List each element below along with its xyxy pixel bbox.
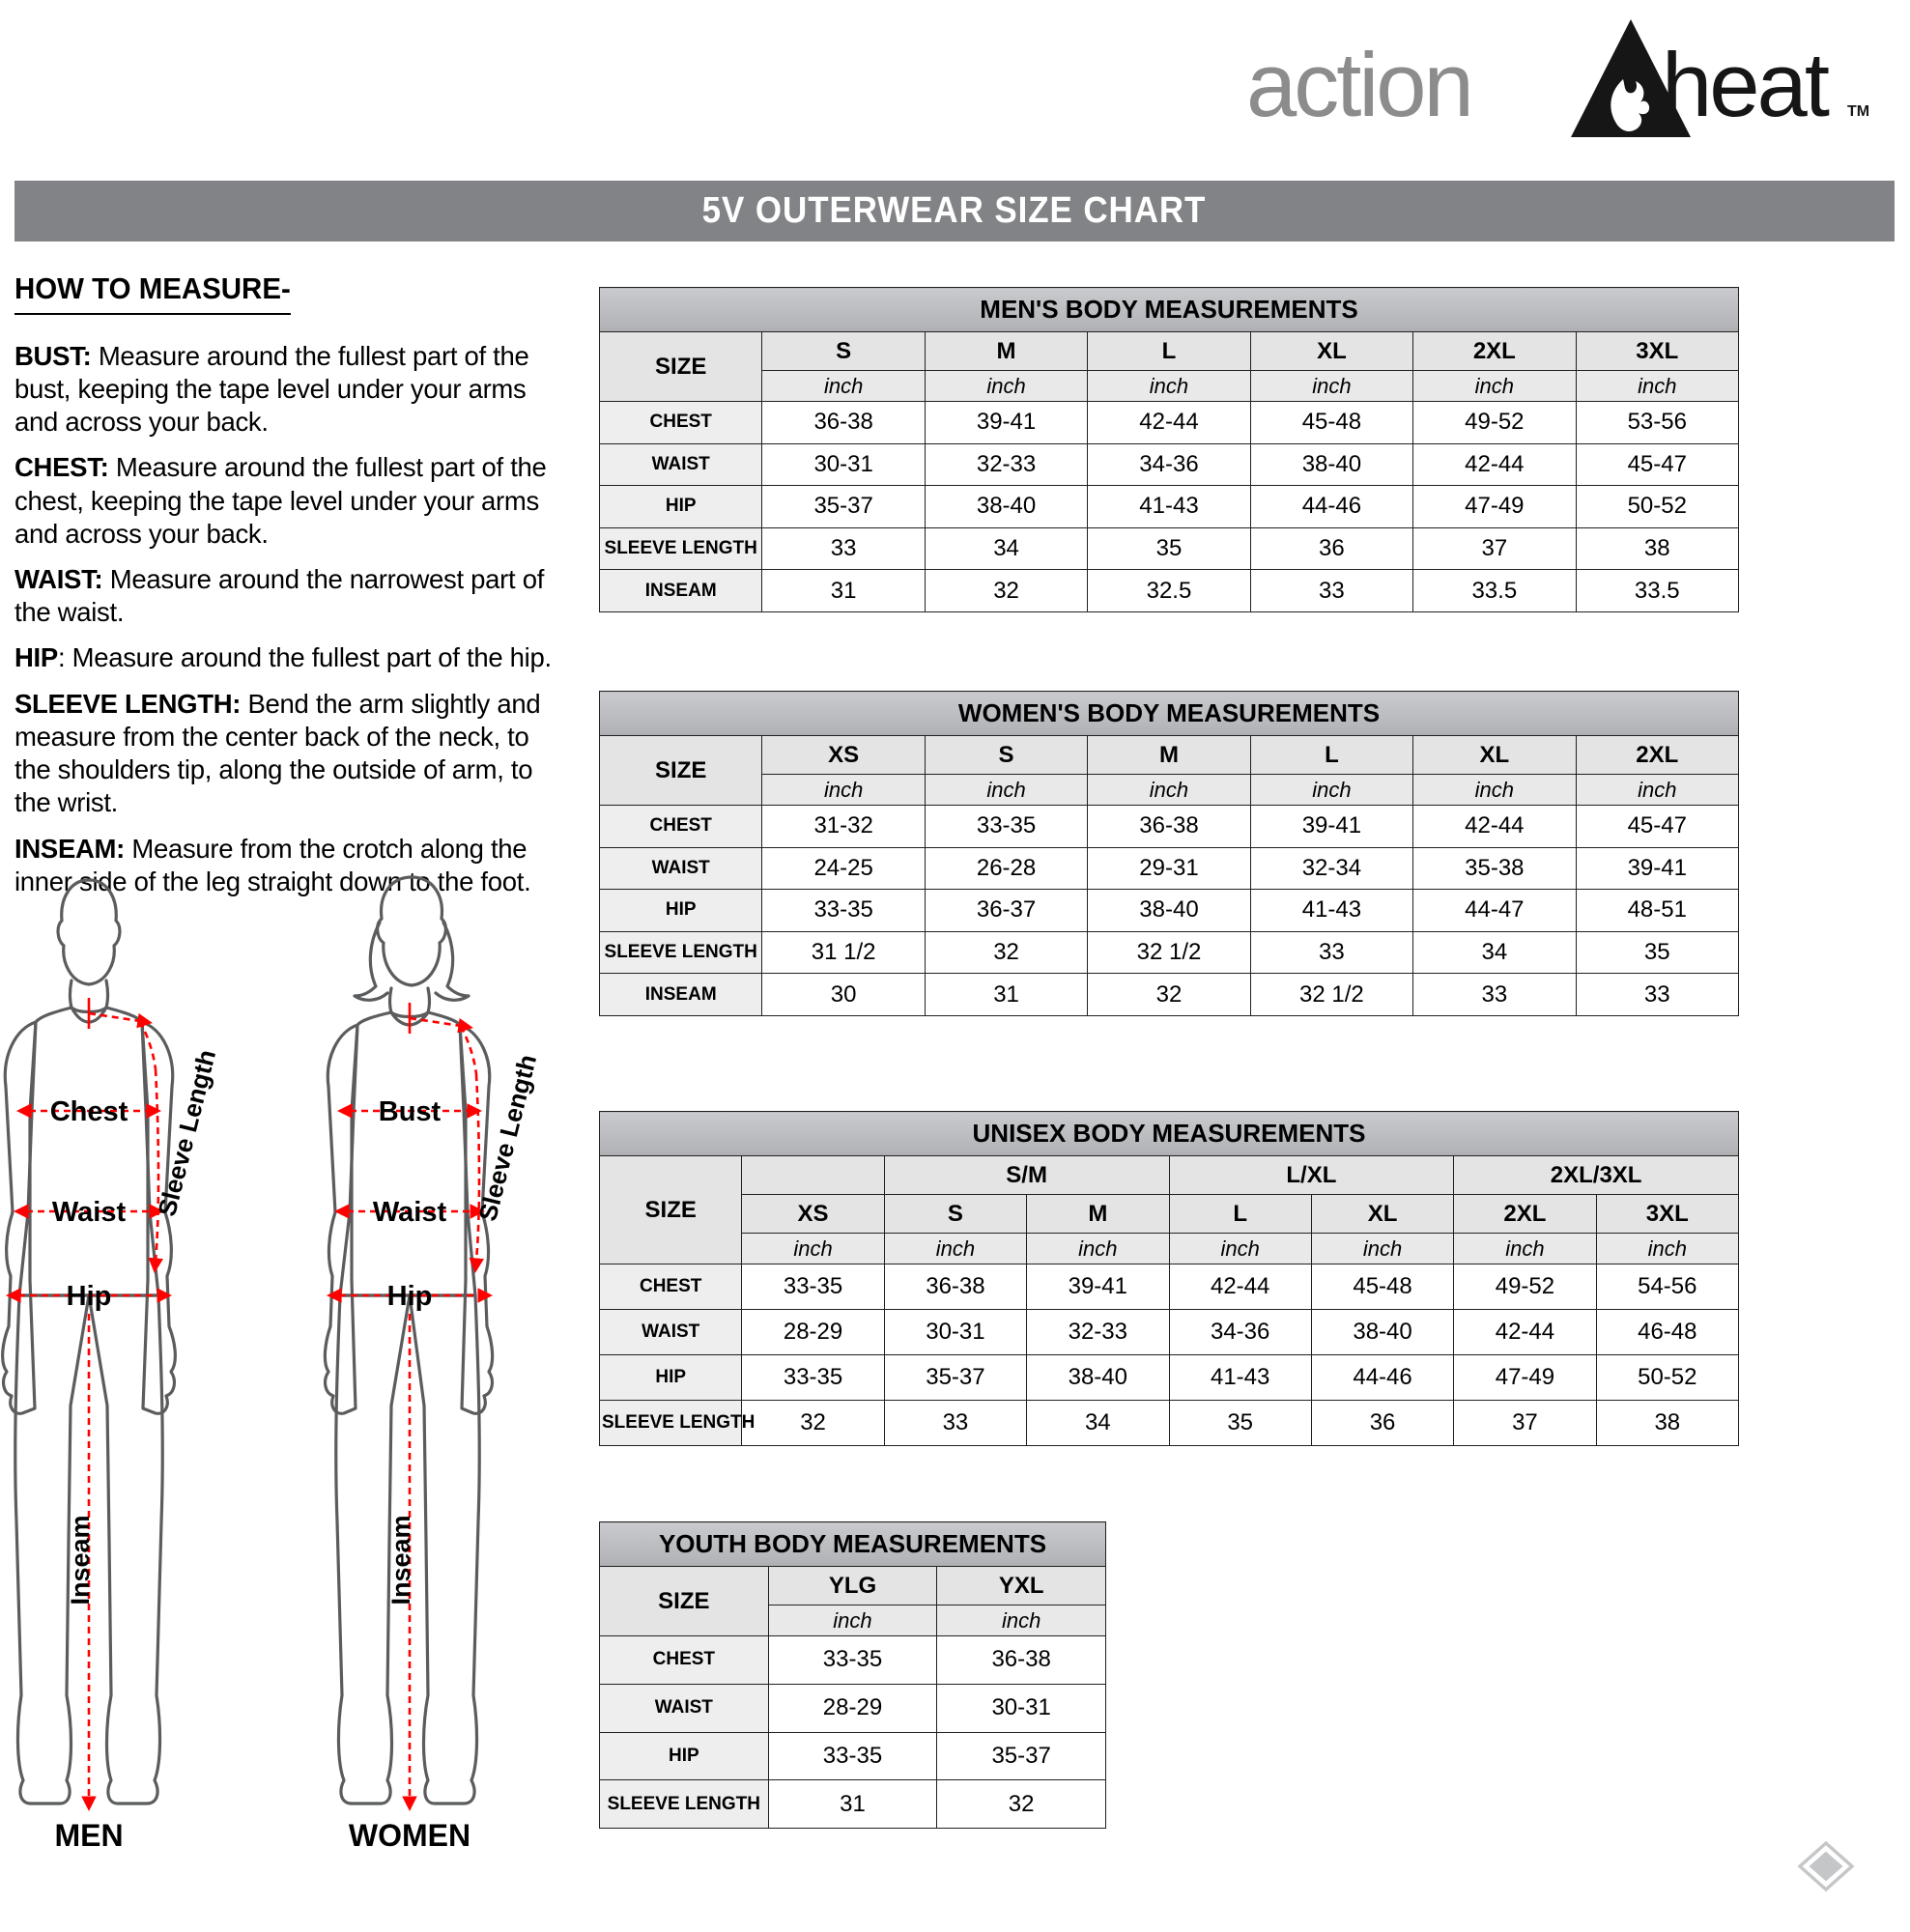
svg-text:Hip: Hip — [387, 1281, 433, 1312]
svg-text:MEN: MEN — [54, 1818, 123, 1853]
svg-text:Sleeve Length: Sleeve Length — [152, 1047, 221, 1219]
svg-text:Inseam: Inseam — [66, 1515, 95, 1605]
svg-text:Waist: Waist — [373, 1197, 447, 1228]
svg-text:action: action — [1246, 34, 1471, 135]
svg-text:Inseam: Inseam — [386, 1515, 415, 1605]
svg-text:Waist: Waist — [52, 1197, 127, 1228]
svg-text:Bust: Bust — [379, 1096, 442, 1127]
svg-text:Sleeve Length: Sleeve Length — [472, 1052, 542, 1224]
svg-text:heat: heat — [1662, 34, 1830, 135]
svg-text:Hip: Hip — [67, 1281, 112, 1312]
svg-text:WOMEN: WOMEN — [349, 1818, 470, 1853]
svg-text:TM: TM — [1847, 103, 1869, 120]
svg-text:Chest: Chest — [50, 1096, 128, 1127]
